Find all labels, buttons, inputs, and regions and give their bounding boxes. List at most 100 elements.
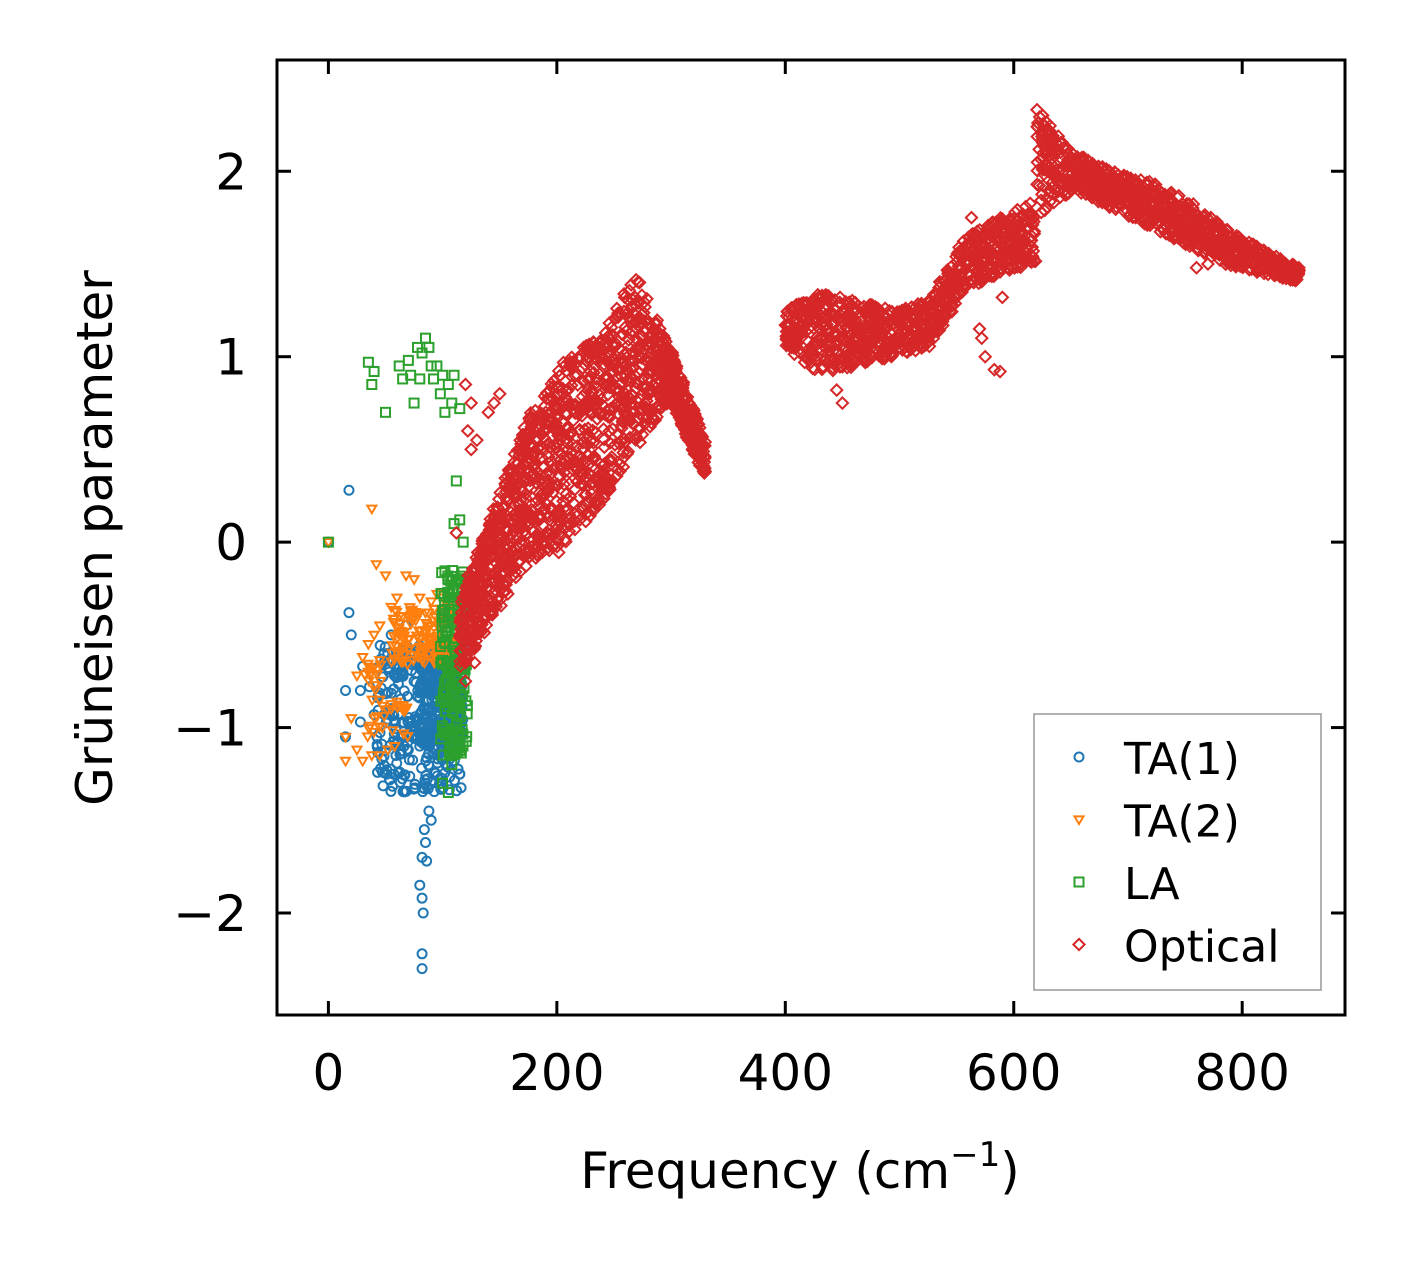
data-point: [485, 586, 500, 601]
data-point: [374, 676, 387, 688]
data-point: [1035, 131, 1050, 147]
data-point: [442, 379, 454, 391]
data-point: [365, 695, 379, 707]
data-point: [564, 397, 579, 412]
data-point: [903, 327, 918, 342]
data-point: [385, 785, 397, 797]
data-point: [592, 387, 607, 402]
data-point: [588, 461, 603, 476]
data-point: [826, 357, 841, 372]
data-point: [362, 639, 375, 651]
data-point: [1098, 192, 1113, 207]
data-point: [543, 467, 558, 482]
data-point: [600, 475, 615, 490]
data-point: [974, 331, 989, 346]
data-point: [394, 776, 406, 788]
data-point: [544, 454, 559, 469]
data-point: [399, 571, 413, 582]
data-point: [829, 383, 844, 398]
data-point: [419, 332, 431, 344]
data-point: [675, 384, 690, 399]
data-point: [523, 516, 538, 531]
data-point: [659, 368, 674, 383]
data-point: [1189, 260, 1204, 275]
data-point: [450, 475, 462, 487]
data-point: [1002, 213, 1017, 229]
data-point: [526, 460, 541, 475]
data-point: [632, 275, 647, 290]
y-tick-label: 2: [215, 143, 247, 201]
data-point: [376, 701, 389, 713]
data-point: [396, 717, 408, 729]
data-point: [572, 512, 587, 527]
data-point: [560, 443, 575, 458]
data-point: [529, 469, 544, 484]
data-point: [620, 357, 635, 372]
data-point: [1131, 198, 1146, 213]
data-point: [524, 415, 539, 430]
data-point: [822, 343, 837, 358]
data-point: [901, 303, 916, 318]
data-point: [966, 275, 981, 290]
data-point: [964, 239, 979, 254]
data-point: [454, 642, 469, 657]
data-point: [600, 370, 615, 385]
data-point: [652, 321, 667, 336]
data-point: [1025, 217, 1040, 232]
data-point: [506, 567, 521, 583]
data-point: [457, 654, 472, 669]
data-point: [365, 751, 379, 762]
data-point: [399, 786, 411, 798]
data-point: [820, 298, 835, 314]
data-point: [322, 536, 334, 548]
x-tick-label: 600: [966, 1044, 1061, 1102]
data-point: [1225, 235, 1240, 250]
data-point: [589, 375, 604, 390]
data-point: [972, 247, 987, 262]
data-point: [385, 763, 397, 775]
data-point: [465, 576, 480, 591]
data-point: [1146, 178, 1161, 193]
data-point: [513, 564, 528, 579]
data-point: [1128, 203, 1143, 218]
data-point: [374, 639, 386, 651]
data-point: [926, 316, 941, 331]
data-point: [1191, 243, 1206, 258]
data-point: [783, 339, 798, 354]
data-point: [1045, 151, 1060, 166]
data-point: [1140, 176, 1155, 191]
legend-marker: [1071, 937, 1087, 952]
data-point: [1071, 170, 1086, 185]
data-point: [1142, 218, 1158, 233]
data-point: [865, 331, 880, 346]
data-point: [1076, 150, 1091, 165]
data-point: [437, 777, 449, 789]
legend-entry: Optical: [1071, 922, 1279, 973]
data-point: [372, 766, 384, 778]
data-point: [386, 726, 399, 737]
data-point: [616, 445, 631, 460]
data-point: [966, 229, 981, 244]
data-point: [1162, 186, 1177, 201]
data-point: [456, 590, 471, 605]
data-point: [603, 327, 618, 342]
data-point: [604, 380, 619, 395]
data-point: [648, 316, 664, 331]
data-point: [373, 722, 386, 734]
data-point: [386, 641, 399, 652]
data-point: [419, 837, 431, 849]
data-point: [588, 346, 603, 361]
data-point: [417, 728, 429, 740]
data-point: [427, 605, 441, 616]
data-point: [850, 317, 865, 332]
data-point: [589, 425, 604, 440]
data-point: [501, 523, 516, 538]
legend-entry: TA(1): [1073, 734, 1240, 785]
data-point: [403, 754, 415, 766]
data-point: [993, 364, 1008, 379]
data-point: [831, 353, 846, 368]
data-point: [559, 486, 574, 502]
data-point: [1186, 197, 1201, 212]
data-point: [1235, 247, 1250, 262]
data-point: [397, 642, 410, 654]
